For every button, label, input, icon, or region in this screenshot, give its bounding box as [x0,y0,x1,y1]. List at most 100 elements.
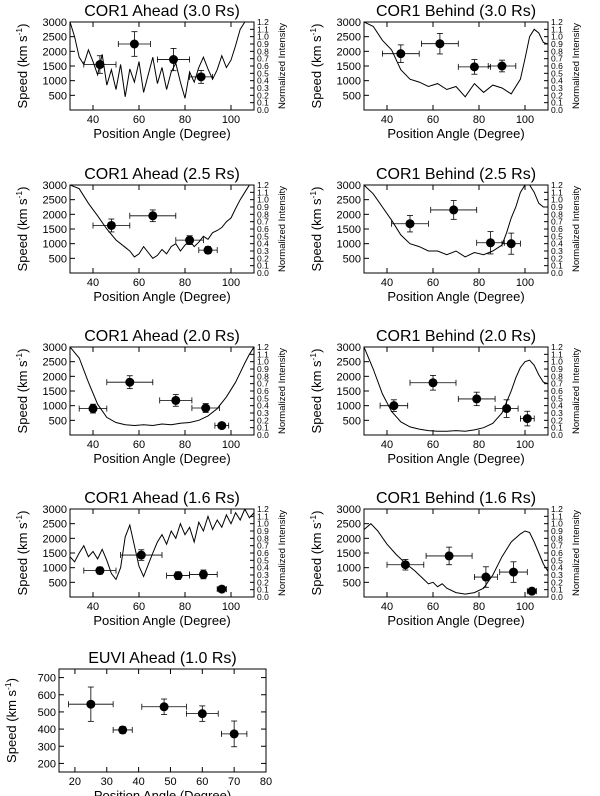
y2-axis-label: Normalized Intensity [277,23,288,109]
chart-panel-7: 0.00.10.20.30.40.50.60.70.80.91.01.11.2 N… [14,490,288,628]
y2-tick-label: 0.8 [257,209,269,219]
y-axis-label-exp: -1 [3,682,13,690]
y2-tick-label: 0.6 [257,548,269,558]
data-marker [527,586,537,596]
y2-tick-label: 0.3 [551,408,563,418]
intensity-curve [364,523,548,595]
y2-tick-label: 0.2 [551,253,563,263]
y2-tick-label: 0.9 [551,39,563,49]
y-tick-label: 1000 [43,401,67,413]
y-axis-label: Speed (km s-1) [3,678,19,763]
data-point [476,231,505,255]
y2-tick-label: 0.4 [257,563,269,573]
y2-tick-label: 0.1 [257,585,269,595]
y2-tick-label: 0.6 [257,61,269,71]
y2-tick-label: 1.2 [257,180,269,190]
data-point [386,559,425,571]
y2-tick-label: 1.1 [551,511,563,521]
y2-tick-label: 0.5 [257,393,269,403]
y-axis-label-main: Speed (km s [15,198,30,271]
data-marker [469,62,479,72]
x-axis-label: Position Angle (Degree) [93,451,230,466]
y-tick-label: 3000 [43,17,67,29]
chart-title: COR1 Ahead (2.5 Rs) [84,166,240,183]
plot-frame [363,508,549,598]
data-marker [118,725,128,735]
y2-tick-label: 1.0 [257,195,269,205]
x-axis-label: Position Angle (Degree) [387,451,524,466]
data-point [379,399,409,412]
y2-tick-label: 0.6 [551,224,563,234]
data-marker [435,39,445,49]
data-marker [509,567,518,577]
y-tick-label: 2500 [43,32,67,44]
y-tick-label: 1000 [43,563,67,575]
y2-tick-label: 0.3 [257,570,269,580]
y2-axis-label: Normalized Intensity [571,23,582,109]
y-tick-label: 3000 [43,342,67,354]
plot-frame [363,21,549,111]
y2-tick-label: 0.9 [257,364,269,374]
x-tick-label: 60 [196,776,208,788]
y2-tick-label: 0.0 [551,592,563,602]
y-axis-label-end: ) [309,349,324,353]
y2-tick-label: 0.1 [551,423,563,433]
data-point [473,566,498,588]
y2-tick-label: 0.0 [551,105,563,115]
chart-panel-8: 0.00.10.20.30.40.50.60.70.80.91.01.11.2 N… [308,490,582,628]
y2-tick-label: 1.0 [551,195,563,205]
x-axis-label: Position Angle (Degree) [93,289,230,304]
y2-tick-label: 0.6 [551,386,563,396]
y2-tick-label: 0.3 [257,408,269,418]
plot-frame [69,184,255,274]
y-tick-label: 3000 [337,180,361,192]
x-tick-label: 100 [516,601,534,613]
intensity-curve [364,22,548,98]
chart-title: COR1 Behind (1.6 Rs) [376,490,536,507]
plot-frame [363,184,549,274]
x-tick-label: 20 [69,776,81,788]
data-marker [217,584,227,594]
x-axis-label: Position Angle (Degree) [94,788,231,796]
y2-axis-label: Normalized Intensity [571,510,582,596]
chart-panel-4: 0.00.10.20.30.40.50.60.70.80.91.01.11.2 N… [308,166,582,304]
x-tick-label: 60 [427,601,439,613]
y-axis-label-main: Speed (km s [15,360,30,433]
data-marker [203,245,213,255]
y2-tick-label: 0.8 [551,46,563,56]
y2-tick-label: 0.9 [257,526,269,536]
y-tick-label: 1500 [337,548,361,560]
y2-tick-label: 0.3 [551,246,563,256]
chart-panel-9: 20 30 40 50 60 70 80 200 300 400 500 600 700 EUVI Ahe… [3,650,272,796]
data-point [501,232,521,255]
y2-tick-label: 0.0 [257,105,269,115]
data-point [191,403,220,413]
y2-tick-label: 1.1 [257,349,269,359]
y-axis-label: Speed (km s-1) [308,349,324,434]
intensity-curve [70,509,254,581]
data-point [189,70,214,84]
y2-tick-label: 0.7 [257,54,269,64]
y2-tick-label: 0.0 [551,268,563,278]
data-marker [173,571,183,581]
data-point [189,569,218,580]
y-tick-label: 500 [343,415,361,427]
y-axis-label: Speed (km s-1) [14,349,30,434]
chart-title: COR1 Ahead (1.6 Rs) [84,490,240,507]
x-tick-label: 100 [222,114,240,126]
x-tick-label: 40 [381,601,393,613]
data-marker [502,404,512,414]
y2-tick-label: 0.1 [257,261,269,271]
data-point [68,686,114,722]
y2-tick-label: 0.1 [551,98,563,108]
x-tick-label: 40 [381,277,393,289]
data-marker [185,235,195,245]
data-point [78,403,108,414]
data-marker [136,550,146,560]
y-axis-label-end: ) [15,187,30,191]
y2-tick-label: 0.0 [257,430,269,440]
y2-tick-label: 1.0 [551,32,563,42]
y2-tick-label: 0.3 [551,83,563,93]
data-point [141,698,187,715]
y2-tick-label: 0.1 [551,585,563,595]
